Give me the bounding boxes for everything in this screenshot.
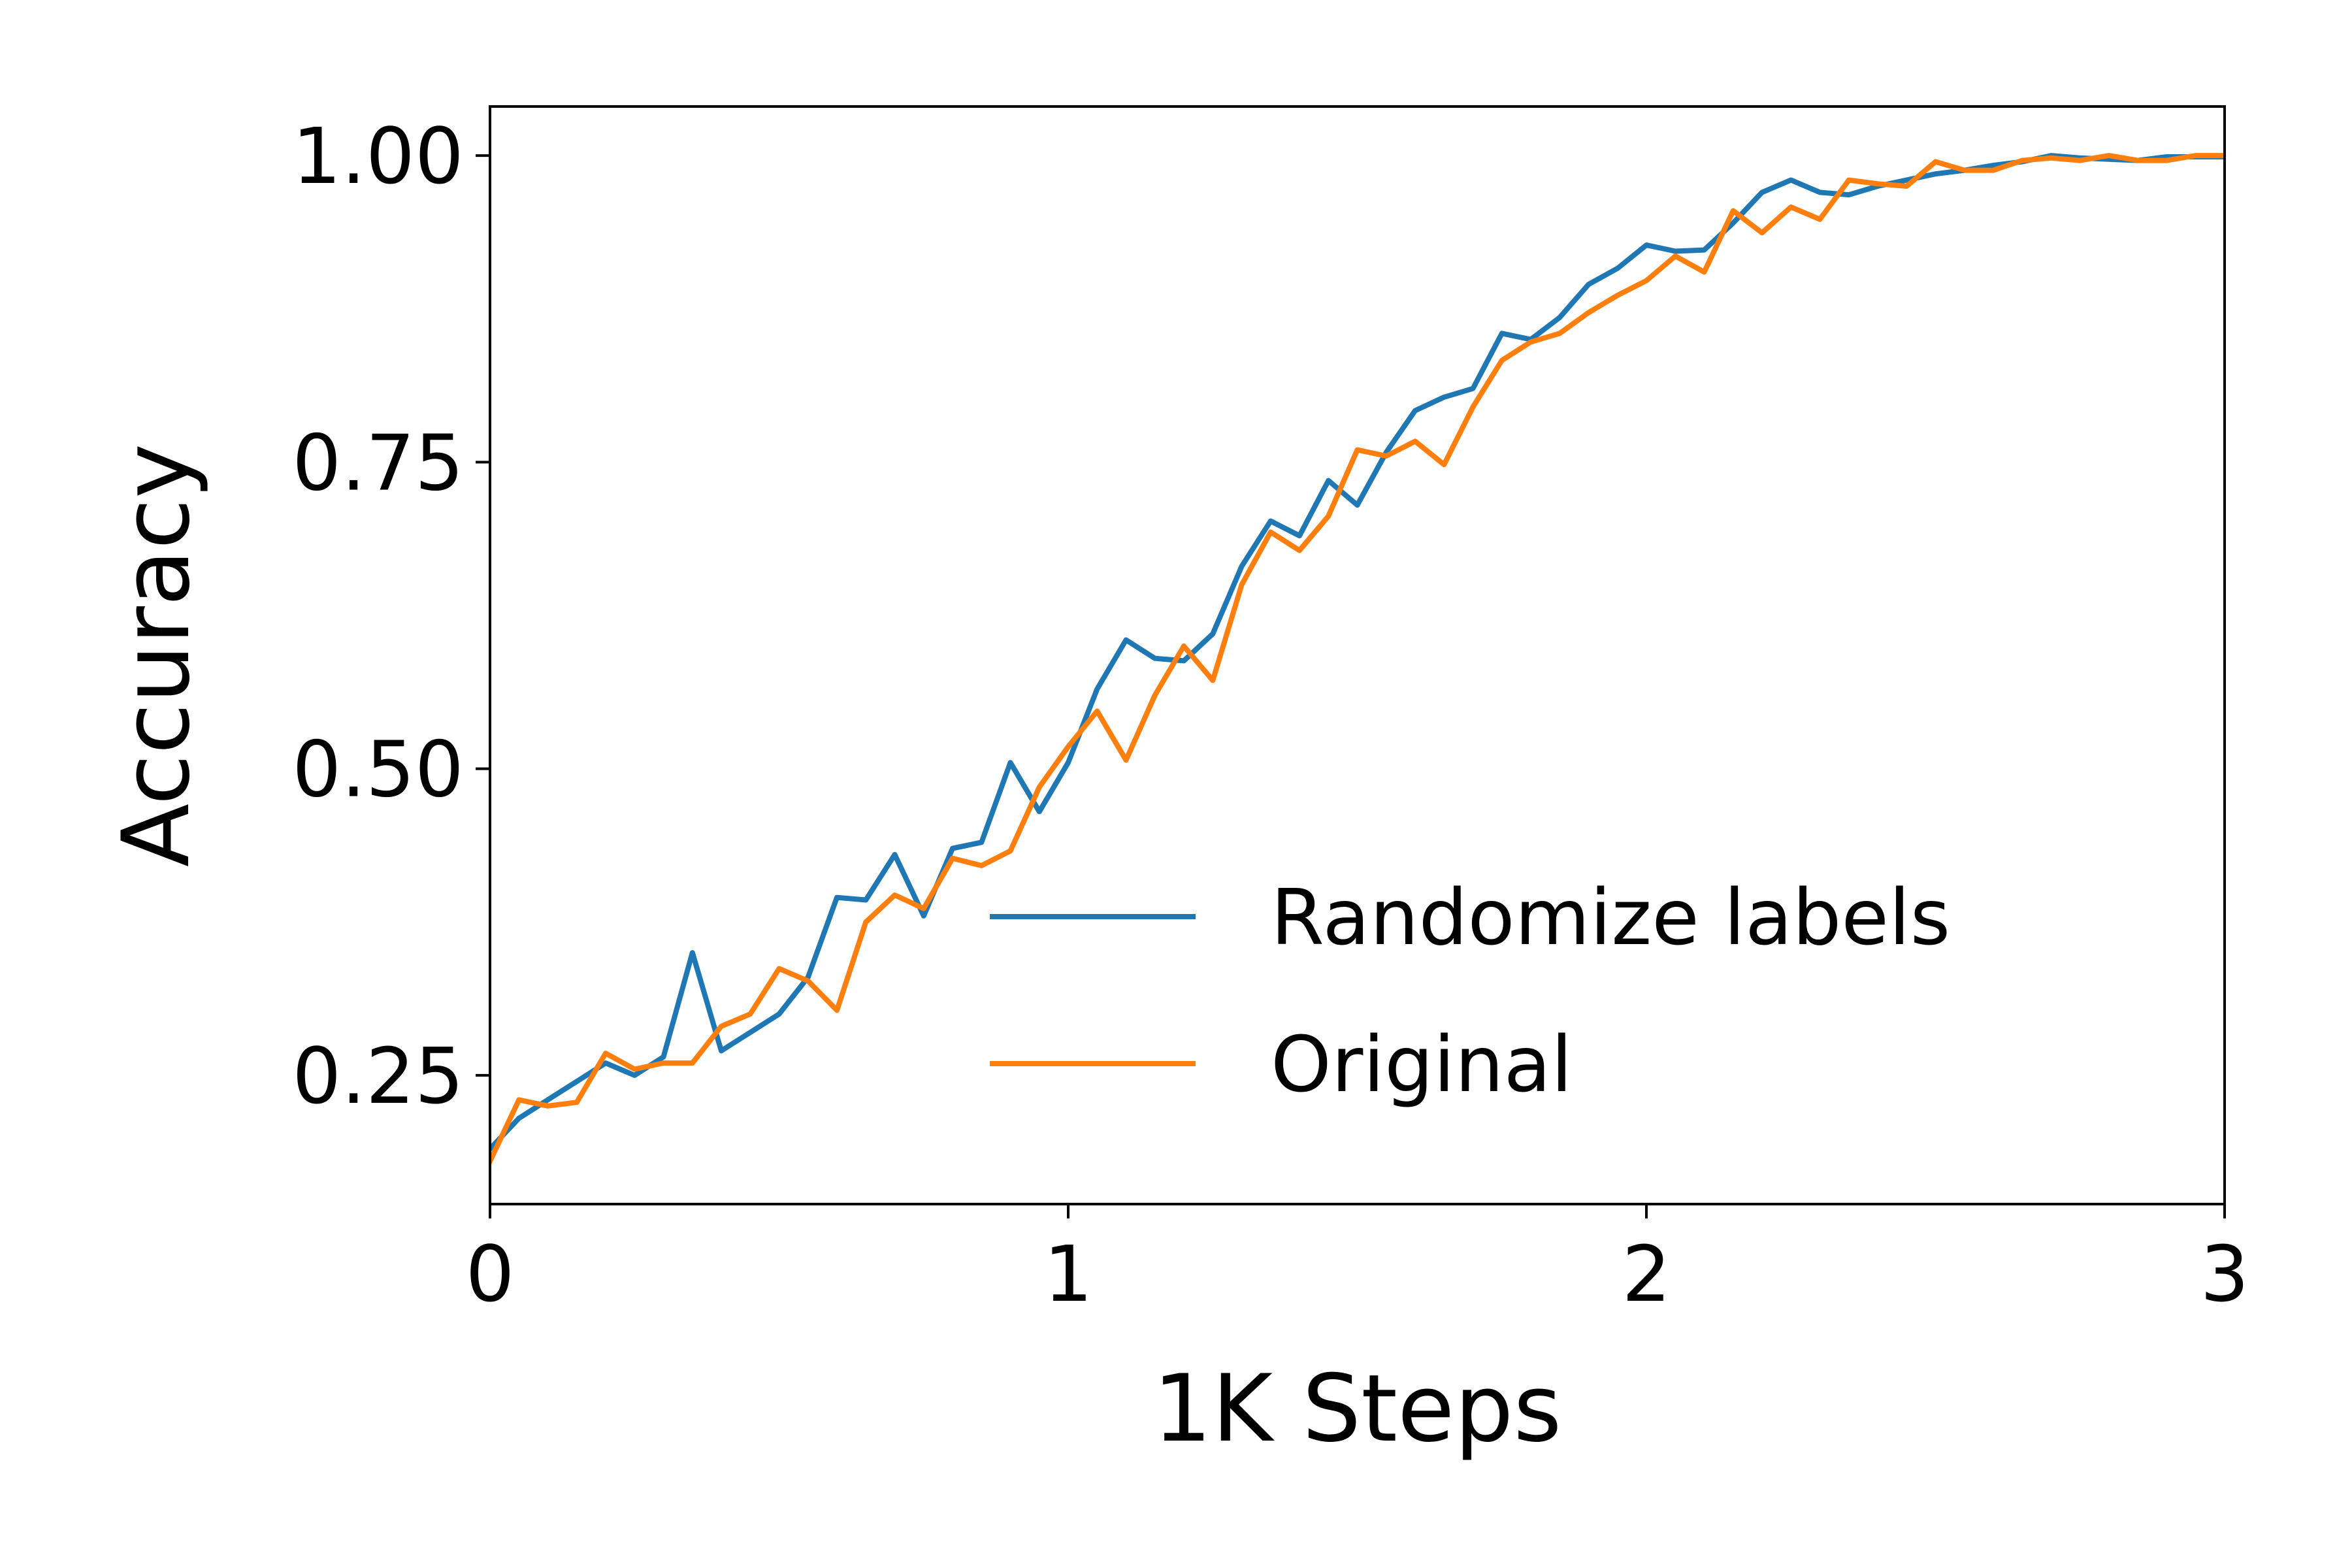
legend-label: Randomize labels bbox=[1271, 872, 1950, 962]
plot-frame bbox=[489, 105, 2226, 1205]
y-axis-title: Accuracy bbox=[103, 444, 210, 867]
series-line-randomize-labels bbox=[490, 153, 2225, 1153]
x-tick-label: 0 bbox=[465, 1229, 514, 1319]
y-tick-label: 1.00 bbox=[292, 111, 464, 201]
axes-layer: 0 1 2 3 0.25 0.50 0.75 1.00 bbox=[292, 105, 2249, 1319]
x-tick-label: 2 bbox=[1622, 1229, 1671, 1319]
y-tick-label: 0.25 bbox=[292, 1031, 464, 1121]
x-axis-title: 1K Steps bbox=[1153, 1355, 1562, 1463]
series-layer bbox=[490, 153, 2225, 1165]
series-line-original bbox=[490, 153, 2225, 1165]
x-tick-label: 3 bbox=[2200, 1229, 2249, 1319]
y-tick-label: 0.75 bbox=[292, 417, 464, 508]
legend-label: Original bbox=[1271, 1019, 1573, 1109]
x-tick-label: 1 bbox=[1043, 1229, 1092, 1319]
y-tick-label: 0.50 bbox=[292, 725, 464, 815]
chart-legend: Randomize labels Original bbox=[990, 872, 1950, 1109]
